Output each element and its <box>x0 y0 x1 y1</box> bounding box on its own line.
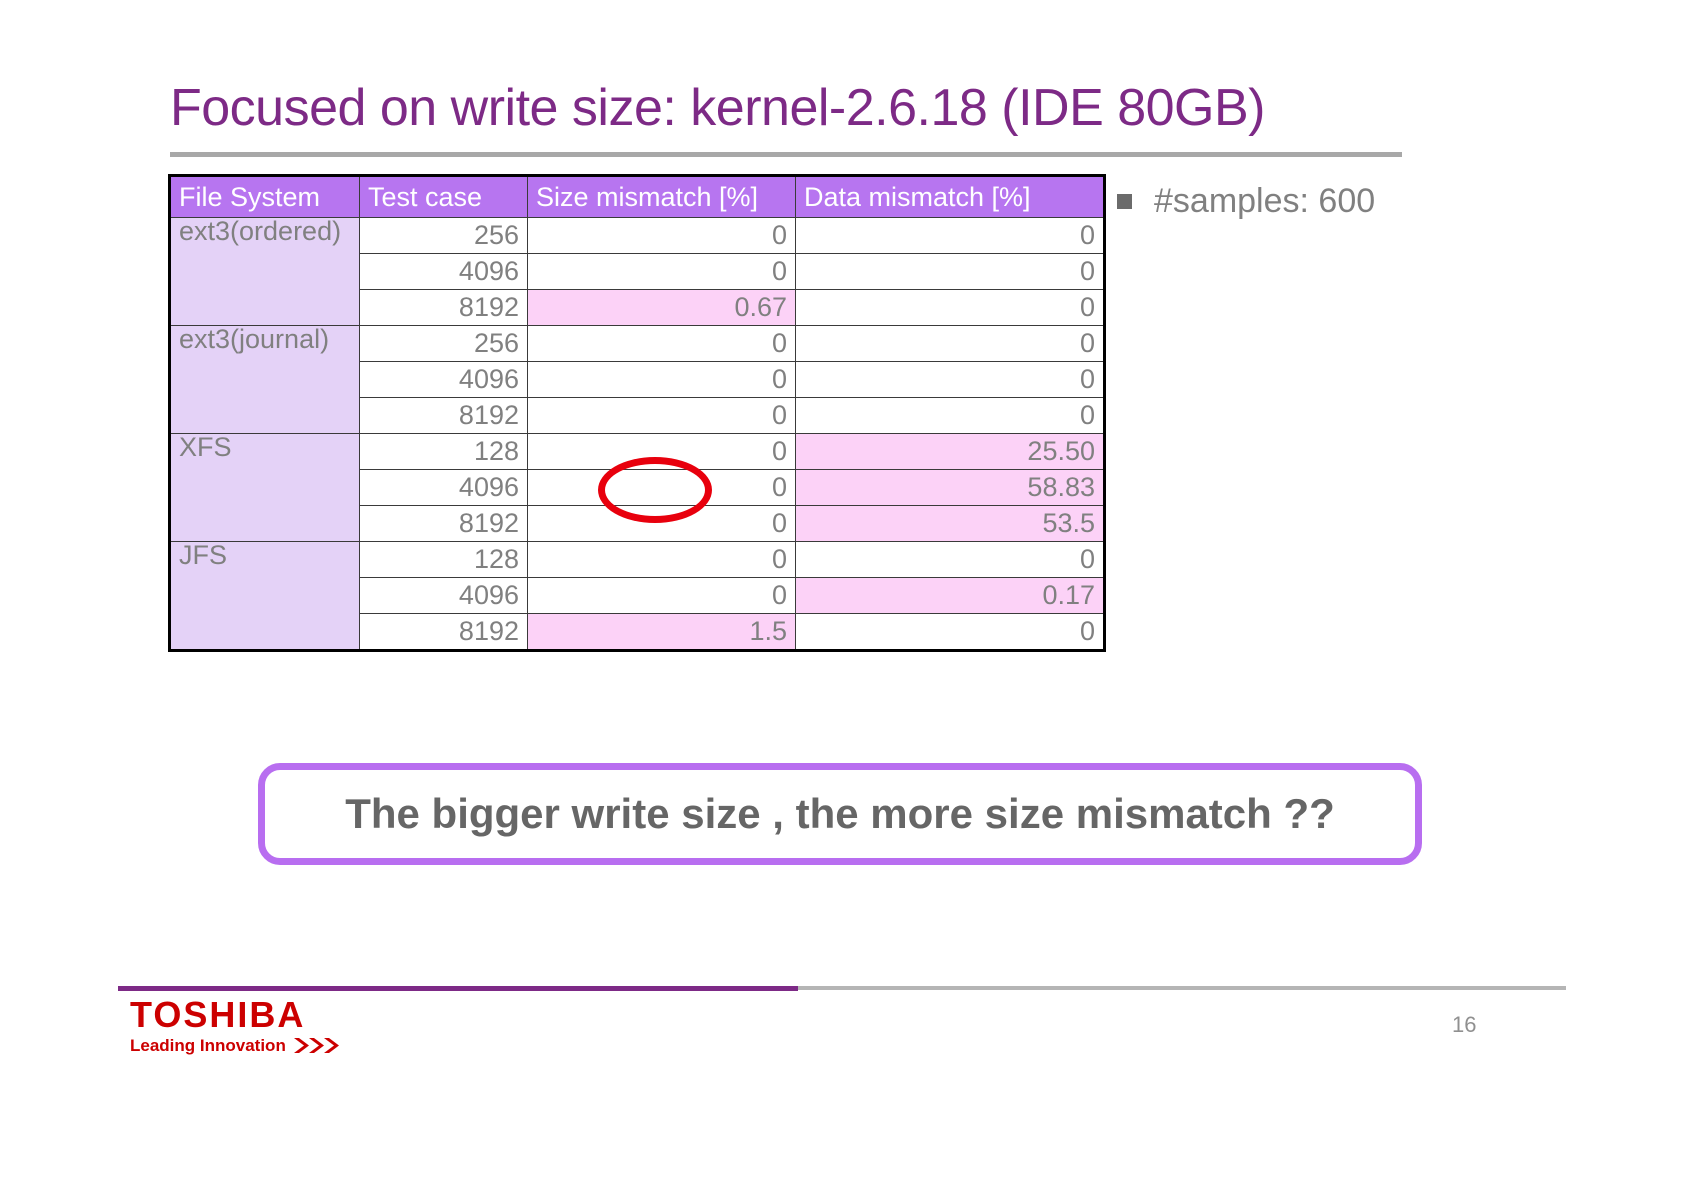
cell-data-mismatch: 0 <box>795 325 1105 362</box>
cell-size-mismatch: 0 <box>527 325 796 362</box>
conclusion-text: The bigger write size , the more size mi… <box>345 790 1335 837</box>
cell-size-mismatch: 0 <box>527 469 796 506</box>
toshiba-wordmark: TOSHIBA <box>130 994 306 1035</box>
conclusion-callout: The bigger write size , the more size mi… <box>258 763 1422 865</box>
cell-test-case: 4096 <box>359 469 528 506</box>
cell-test-case: 8192 <box>359 289 528 326</box>
cell-data-mismatch: 58.83 <box>795 469 1105 506</box>
table-row: XFS 128 0 25.50 <box>169 433 1105 542</box>
results-table: File System Test case Size mismatch [%] … <box>168 174 1106 652</box>
cell-size-mismatch: 0.67 <box>527 289 796 326</box>
column-header-size-mismatch: Size mismatch [%] <box>527 175 796 218</box>
cell-file-system: JFS <box>169 541 360 651</box>
toshiba-tagline: Leading Innovation <box>130 1035 286 1055</box>
cell-file-system: ext3(ordered) <box>169 217 360 326</box>
cell-data-mismatch: 0 <box>795 613 1105 651</box>
cell-data-mismatch: 0 <box>795 217 1105 254</box>
samples-note: #samples: 600 <box>1117 182 1375 221</box>
cell-size-mismatch: 0 <box>527 577 796 614</box>
table-row: 4096 0 58.83 <box>170 469 1105 506</box>
table-row: 4096 0 0.17 <box>170 577 1105 614</box>
table-row: 8192 1.5 0 <box>170 613 1105 651</box>
table-row: JFS 128 0 0 <box>169 541 1105 651</box>
cell-data-mismatch: 0.17 <box>795 577 1105 614</box>
cell-size-mismatch: 0 <box>527 433 796 470</box>
cell-test-case: 128 <box>359 433 528 470</box>
table-header-row: File System Test case Size mismatch [%] … <box>169 175 1105 218</box>
cell-size-mismatch: 1.5 <box>527 613 796 651</box>
cell-test-case: 4096 <box>359 577 528 614</box>
table-row: ext3(ordered) 256 0 0 <box>169 217 1105 326</box>
cell-file-system: XFS <box>169 433 360 542</box>
page-number: 16 <box>1452 1012 1477 1037</box>
cell-data-mismatch: 0 <box>795 289 1105 326</box>
cell-data-mismatch: 0 <box>795 541 1105 578</box>
footer-divider-right <box>798 986 1566 990</box>
cell-size-mismatch: 0 <box>527 217 796 254</box>
cell-test-case: 4096 <box>359 253 528 290</box>
footer-divider-left <box>118 986 798 991</box>
cell-test-case: 8192 <box>359 397 528 434</box>
cell-size-mismatch: 0 <box>527 505 796 542</box>
samples-label: #samples: 600 <box>1154 182 1376 220</box>
table-row: 8192 0 53.5 <box>170 505 1105 542</box>
toshiba-logo: TOSHIBA Leading Innovation <box>130 996 350 1056</box>
cell-test-case: 8192 <box>359 505 528 542</box>
cell-data-mismatch: 53.5 <box>795 505 1105 542</box>
column-header-test-case: Test case <box>359 175 528 218</box>
cell-size-mismatch: 0 <box>527 253 796 290</box>
cell-size-mismatch: 0 <box>527 397 796 434</box>
cell-test-case: 256 <box>359 217 528 254</box>
cell-data-mismatch: 0 <box>795 397 1105 434</box>
table-body: ext3(ordered) 256 0 0 4096 0 0 8192 0.67 0 ext3(jo… <box>169 217 1105 651</box>
cell-data-mismatch: 25.50 <box>795 433 1105 470</box>
cell-test-case: 256 <box>359 325 528 362</box>
square-bullet-icon <box>1117 194 1132 209</box>
cell-data-mismatch: 0 <box>795 361 1105 398</box>
page-title: Focused on write size: kernel-2.6.18 (ID… <box>170 79 1265 137</box>
column-header-file-system: File System <box>169 175 360 218</box>
cell-test-case: 4096 <box>359 361 528 398</box>
table-row: 4096 0 0 <box>170 253 1105 290</box>
table-row: 8192 0 0 <box>170 397 1105 434</box>
cell-test-case: 128 <box>359 541 528 578</box>
results-table-container: File System Test case Size mismatch [%] … <box>168 174 1106 838</box>
cell-size-mismatch: 0 <box>527 361 796 398</box>
cell-size-mismatch: 0 <box>527 541 796 578</box>
chevron-triple-icon <box>293 1038 339 1054</box>
title-divider <box>170 152 1402 157</box>
cell-file-system: ext3(journal) <box>169 325 360 434</box>
toshiba-tagline-row: Leading Innovation <box>130 1036 350 1056</box>
column-header-data-mismatch: Data mismatch [%] <box>795 175 1105 218</box>
table-row: ext3(journal) 256 0 0 <box>169 325 1105 434</box>
table-row: 4096 0 0 <box>170 361 1105 398</box>
cell-test-case: 8192 <box>359 613 528 651</box>
cell-data-mismatch: 0 <box>795 253 1105 290</box>
